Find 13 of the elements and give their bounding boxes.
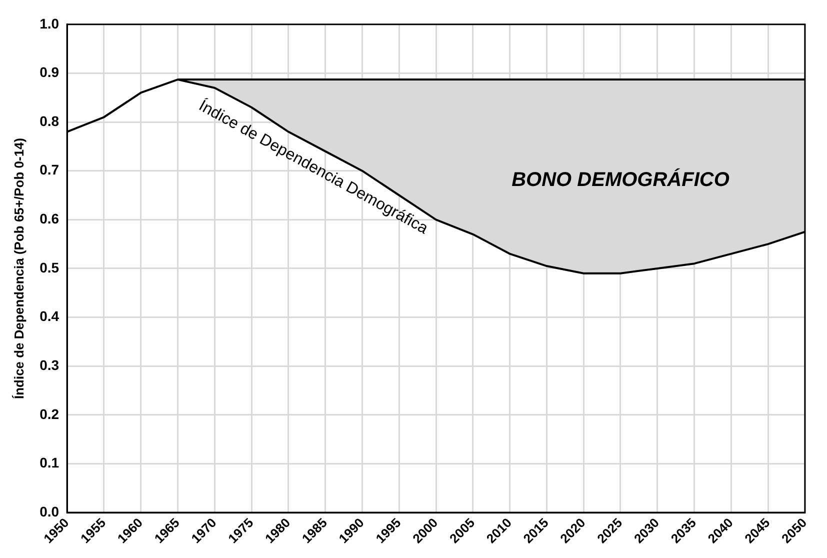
y-tick-label: 0.3	[40, 356, 60, 373]
y-tick-label: 0.7	[40, 162, 60, 178]
y-tick-label: 0.2	[40, 406, 60, 422]
y-tick-label: 0.6	[40, 210, 60, 227]
y-axis-title: Índice de Dependencia (Pob 65+/Pob 0-14)	[11, 138, 26, 400]
y-tick-label: 0.5	[40, 259, 60, 276]
y-tick-label: 0.8	[40, 112, 60, 129]
annotation: BONO DEMOGRÁFICO	[512, 168, 730, 192]
y-tick-label: 1.0	[40, 15, 60, 32]
y-tick-label: 0.4	[40, 308, 60, 324]
y-tick-label: 0.0	[40, 503, 60, 520]
y-tick-label: 0.9	[40, 64, 60, 80]
y-tick-label: 0.1	[40, 454, 60, 471]
